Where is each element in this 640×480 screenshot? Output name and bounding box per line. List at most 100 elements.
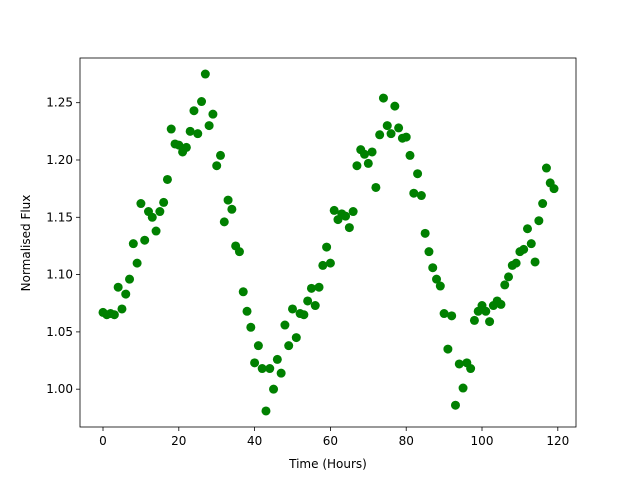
point bbox=[250, 358, 260, 368]
point bbox=[541, 163, 551, 173]
point bbox=[159, 197, 169, 207]
point bbox=[500, 280, 510, 290]
point bbox=[155, 207, 165, 217]
point bbox=[443, 344, 453, 354]
x-tick-label: 120 bbox=[546, 434, 569, 448]
point bbox=[212, 161, 222, 171]
point bbox=[409, 188, 419, 198]
y-tick-label: 1.10 bbox=[46, 268, 73, 282]
point bbox=[276, 368, 286, 378]
point bbox=[481, 306, 491, 316]
point bbox=[181, 142, 191, 152]
x-tick-label: 100 bbox=[471, 434, 494, 448]
point bbox=[147, 212, 157, 222]
point bbox=[386, 129, 396, 139]
point bbox=[189, 106, 199, 116]
point bbox=[166, 124, 176, 134]
point bbox=[306, 283, 316, 293]
x-tick-label: 40 bbox=[247, 434, 262, 448]
point bbox=[329, 205, 339, 215]
point bbox=[246, 322, 256, 332]
x-tick-label: 0 bbox=[99, 434, 107, 448]
point bbox=[151, 226, 161, 236]
x-tick-label: 60 bbox=[323, 434, 338, 448]
point bbox=[185, 126, 195, 136]
point bbox=[265, 364, 275, 374]
point bbox=[348, 207, 358, 217]
point bbox=[519, 244, 529, 254]
point bbox=[504, 272, 514, 282]
point bbox=[128, 239, 138, 249]
point bbox=[405, 150, 415, 160]
point bbox=[121, 289, 131, 299]
point bbox=[549, 184, 559, 194]
point bbox=[238, 287, 248, 297]
point bbox=[439, 309, 449, 319]
point bbox=[394, 123, 404, 133]
point bbox=[413, 169, 423, 179]
point bbox=[511, 258, 521, 268]
point bbox=[253, 341, 263, 351]
y-tick-label: 1.25 bbox=[46, 96, 73, 110]
point bbox=[291, 333, 301, 343]
x-tick-label: 20 bbox=[171, 434, 186, 448]
point bbox=[447, 311, 457, 321]
point bbox=[322, 242, 332, 252]
point bbox=[136, 199, 146, 209]
point bbox=[204, 121, 214, 131]
y-tick-label: 1.05 bbox=[46, 325, 73, 339]
y-tick-label: 1.20 bbox=[46, 153, 73, 167]
point bbox=[132, 258, 142, 268]
y-axis-label: Normalised Flux bbox=[19, 195, 33, 292]
point bbox=[522, 224, 532, 234]
point bbox=[363, 158, 373, 168]
point bbox=[223, 195, 233, 205]
point bbox=[496, 299, 506, 309]
point bbox=[526, 239, 536, 249]
point bbox=[458, 383, 468, 393]
point bbox=[382, 121, 392, 131]
point bbox=[378, 93, 388, 103]
point bbox=[367, 147, 377, 157]
point bbox=[375, 130, 385, 140]
point bbox=[125, 274, 135, 284]
plot-frame bbox=[79, 57, 577, 428]
point bbox=[371, 182, 381, 192]
point bbox=[466, 364, 476, 374]
point bbox=[162, 174, 172, 184]
point bbox=[469, 315, 479, 325]
point bbox=[284, 341, 294, 351]
point bbox=[113, 282, 123, 292]
point bbox=[288, 304, 298, 314]
point bbox=[208, 109, 218, 119]
point bbox=[303, 296, 313, 306]
point bbox=[360, 149, 370, 159]
point bbox=[257, 364, 267, 374]
x-tick-label: 80 bbox=[399, 434, 414, 448]
point bbox=[200, 69, 210, 79]
point bbox=[314, 282, 324, 292]
point bbox=[109, 310, 119, 320]
point bbox=[485, 317, 495, 327]
point bbox=[530, 257, 540, 267]
point bbox=[344, 223, 354, 233]
point bbox=[299, 310, 309, 320]
point bbox=[424, 247, 434, 257]
point bbox=[401, 132, 411, 142]
point bbox=[310, 301, 320, 311]
point bbox=[352, 161, 362, 171]
point bbox=[234, 247, 244, 257]
point bbox=[318, 260, 328, 270]
point bbox=[420, 228, 430, 238]
point bbox=[242, 306, 252, 316]
point bbox=[325, 258, 335, 268]
point bbox=[272, 354, 282, 364]
point bbox=[174, 140, 184, 150]
point bbox=[219, 217, 229, 227]
point bbox=[416, 191, 426, 201]
x-axis-label: Time (Hours) bbox=[288, 457, 367, 471]
point bbox=[215, 150, 225, 160]
point bbox=[341, 211, 351, 221]
